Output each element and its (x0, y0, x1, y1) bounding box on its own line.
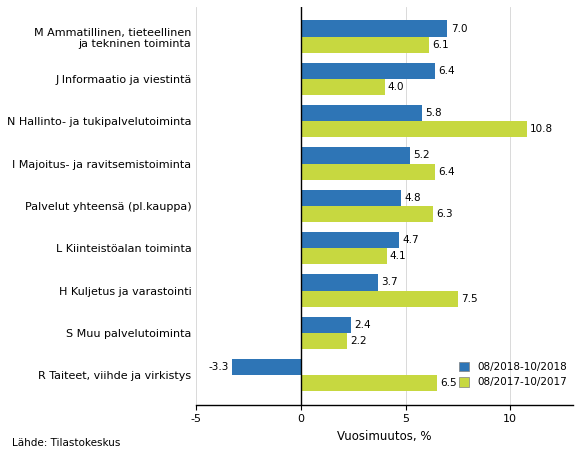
Bar (301, 36, 429, 53)
Legend: 08/2018-10/2018, 08/2017-10/2017: 08/2018-10/2018, 08/2017-10/2017 (455, 358, 572, 392)
Text: 4.0: 4.0 (388, 82, 404, 92)
Text: 4.1: 4.1 (390, 251, 407, 261)
Bar (301, 63, 435, 79)
Bar (301, 291, 458, 306)
Text: 2.2: 2.2 (350, 336, 367, 346)
Bar (301, 333, 347, 349)
Text: 4.8: 4.8 (405, 193, 421, 203)
Bar (301, 206, 433, 222)
Text: -3.3: -3.3 (208, 362, 229, 372)
Bar (301, 375, 437, 391)
Text: 5.8: 5.8 (426, 108, 442, 118)
Bar (301, 163, 435, 180)
Text: 6.1: 6.1 (432, 40, 448, 50)
Bar (301, 105, 422, 121)
Text: 6.4: 6.4 (438, 166, 455, 176)
Text: 4.7: 4.7 (403, 235, 419, 245)
Text: 7.0: 7.0 (451, 23, 467, 34)
Text: 10.8: 10.8 (530, 124, 553, 134)
Bar (301, 274, 378, 291)
Bar (301, 121, 527, 137)
Bar (301, 148, 410, 163)
Bar (301, 317, 351, 333)
Text: 7.5: 7.5 (461, 293, 478, 304)
Bar (301, 79, 385, 95)
Bar (232, 359, 301, 375)
Bar (301, 232, 400, 248)
Bar (301, 190, 401, 206)
Text: 6.5: 6.5 (440, 378, 457, 388)
Text: 5.2: 5.2 (413, 150, 430, 161)
Text: 6.3: 6.3 (436, 209, 452, 219)
Text: 2.4: 2.4 (354, 320, 371, 330)
Text: Lähde: Tilastokeskus: Lähde: Tilastokeskus (12, 437, 120, 447)
Text: 3.7: 3.7 (382, 278, 398, 288)
Text: 6.4: 6.4 (438, 66, 455, 76)
X-axis label: Vuosimuutos, %: Vuosimuutos, % (338, 430, 432, 443)
Bar (301, 248, 387, 264)
Bar (301, 21, 448, 36)
